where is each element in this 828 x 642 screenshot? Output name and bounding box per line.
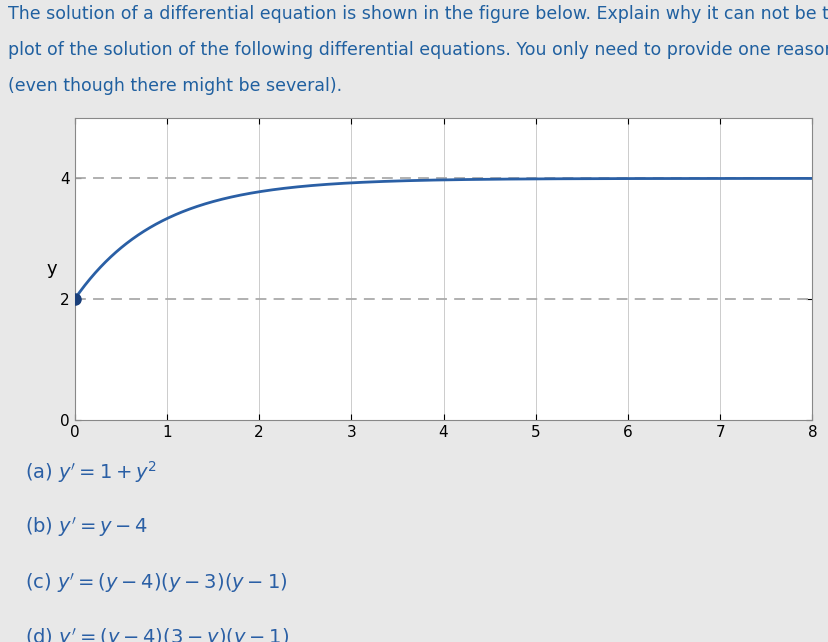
- Text: The solution of a differential equation is shown in the figure below. Explain wh: The solution of a differential equation …: [8, 5, 828, 23]
- Text: plot of the solution of the following differential equations. You only need to p: plot of the solution of the following di…: [8, 41, 828, 60]
- Text: (a) $y' = 1 + y^2$: (a) $y' = 1 + y^2$: [25, 459, 156, 485]
- Text: (b) $y' = y - 4$: (b) $y' = y - 4$: [25, 515, 147, 539]
- Text: (d) $y' = (y - 4)(3 - y)(y - 1)$: (d) $y' = (y - 4)(3 - y)(y - 1)$: [25, 627, 288, 642]
- Text: (c) $y' = (y - 4)(y - 3)(y - 1)$: (c) $y' = (y - 4)(y - 3)(y - 1)$: [25, 571, 286, 594]
- Text: (even though there might be several).: (even though there might be several).: [8, 78, 342, 96]
- Y-axis label: y: y: [46, 260, 57, 278]
